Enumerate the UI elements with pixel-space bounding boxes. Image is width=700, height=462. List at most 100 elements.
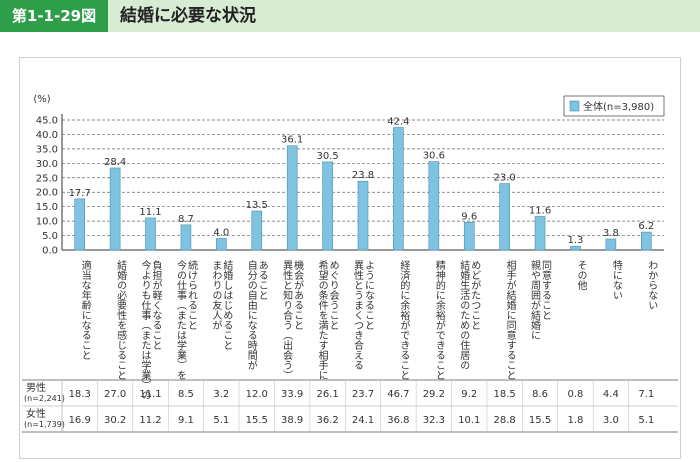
category-label: 異性とうまくつき合える bbox=[352, 260, 364, 370]
table-cell: 46.7 bbox=[387, 389, 409, 400]
category-label: 同意すること bbox=[540, 260, 552, 320]
bar-value-label: 23.8 bbox=[352, 170, 374, 181]
y-tick-label: 15.0 bbox=[36, 202, 58, 213]
category-label: 結婚しはじめること bbox=[221, 259, 233, 350]
bar-value-label: 9.6 bbox=[461, 211, 477, 222]
bar-chart: (%) 0.0 5.0 10.0 15.0 20.0 25.0 30.0 35.0 40.0 45.… bbox=[22, 94, 678, 433]
table-cell: 27.0 bbox=[104, 389, 126, 400]
figure-header: 第1-1-29図 結婚に必要な状況 bbox=[0, 0, 700, 32]
bar-value-label: 11.6 bbox=[529, 205, 551, 216]
category-label: ようになること bbox=[363, 260, 374, 330]
table-cell: 33.9 bbox=[281, 389, 303, 400]
bar bbox=[286, 145, 298, 251]
table-row-sublabel: (n=2,241) bbox=[24, 394, 65, 403]
category-label: 今の仕事（または学業）を bbox=[174, 259, 186, 380]
table-cell: 3.2 bbox=[213, 389, 229, 400]
category-label: その他 bbox=[575, 260, 587, 291]
bar bbox=[499, 183, 510, 251]
category-label: 特にない bbox=[610, 260, 622, 300]
category-label: まわりの友人が bbox=[210, 260, 222, 330]
table-cell: 0.8 bbox=[568, 389, 584, 400]
table-cell: 12.0 bbox=[246, 389, 268, 400]
table-cell: 9.2 bbox=[461, 389, 477, 400]
bar-value-label: 17.7 bbox=[69, 188, 91, 199]
bar bbox=[428, 161, 440, 251]
table-row-label: 男性 bbox=[26, 381, 46, 394]
category-label: めどがたつこと bbox=[469, 260, 481, 330]
bar bbox=[640, 231, 652, 251]
category-label: 機会があること bbox=[292, 259, 304, 330]
category-label: 自分の自由になる時間が bbox=[245, 259, 257, 370]
bar-value-label: 28.4 bbox=[104, 157, 126, 168]
bar bbox=[216, 238, 227, 251]
legend-box bbox=[563, 95, 665, 117]
table-cell: 9.1 bbox=[178, 415, 194, 426]
table-cell: 5.1 bbox=[638, 415, 654, 426]
category-label: 結婚の必要性を感じること bbox=[115, 259, 127, 380]
bar-value-label: 11.1 bbox=[139, 207, 161, 218]
table-cell: 29.2 bbox=[423, 389, 445, 400]
table-cell: 28.8 bbox=[494, 415, 516, 426]
table-cell: 16.9 bbox=[69, 415, 91, 426]
bar-value-label: 3.8 bbox=[603, 228, 619, 239]
table-cell: 24.1 bbox=[352, 415, 374, 426]
category-label: 相手が結婚に同意すること bbox=[504, 259, 516, 380]
table-cell: 8.5 bbox=[178, 389, 194, 400]
category-label: わからない bbox=[646, 260, 658, 310]
bar bbox=[534, 216, 546, 251]
bar bbox=[357, 180, 369, 251]
bar-value-label: 4.0 bbox=[213, 227, 229, 238]
bar-value-label: 13.5 bbox=[246, 200, 268, 211]
category-label: 希望の条件を満たす相手に bbox=[316, 259, 328, 380]
table-cell: 1.8 bbox=[568, 415, 584, 426]
y-axis-unit: (%) bbox=[33, 94, 50, 105]
category-label: 異性と知り合う（出会う） bbox=[281, 260, 293, 380]
table-cell: 18.5 bbox=[494, 389, 516, 400]
table-cell: 26.1 bbox=[316, 389, 338, 400]
category-label: 親や周囲が結婚に bbox=[529, 259, 541, 340]
bar bbox=[180, 224, 192, 251]
table-row-label: 女性 bbox=[26, 407, 46, 420]
bar bbox=[251, 210, 263, 251]
figure-label: 第1-1-29図 bbox=[0, 0, 108, 32]
table-cell: 8.6 bbox=[532, 389, 548, 400]
table-cell: 11.2 bbox=[139, 415, 161, 426]
bar bbox=[109, 167, 121, 251]
bar-value-label: 8.7 bbox=[178, 214, 194, 225]
bar bbox=[463, 221, 475, 251]
category-label: あること bbox=[256, 260, 267, 300]
category-label: 今よりも仕事（または学業）の bbox=[139, 259, 151, 400]
bar bbox=[393, 127, 404, 251]
category-label: 負担が軽くなること bbox=[150, 260, 162, 350]
table-cell: 38.9 bbox=[281, 415, 303, 426]
category-label: 精神的に余裕ができること bbox=[433, 259, 445, 380]
category-label: 続けられること bbox=[185, 259, 197, 330]
bar-value-label: 6.2 bbox=[638, 221, 654, 232]
table-cell: 5.1 bbox=[213, 415, 229, 426]
bar-value-label: 1.3 bbox=[568, 235, 584, 246]
bar-value-label: 36.1 bbox=[281, 135, 303, 146]
table-cell: 15.5 bbox=[246, 415, 268, 426]
table-cell: 10.1 bbox=[458, 415, 480, 426]
category-label: 経済的に余裕ができること bbox=[398, 259, 410, 380]
y-tick-label: 45.0 bbox=[36, 116, 58, 127]
table-cell: 11.1 bbox=[139, 389, 161, 400]
table-cell: 36.2 bbox=[316, 415, 338, 426]
y-tick-label: 0.0 bbox=[42, 246, 58, 257]
table-cell: 23.7 bbox=[352, 389, 374, 400]
bar-value-label: 30.5 bbox=[316, 151, 338, 162]
table-cell: 7.1 bbox=[638, 389, 654, 400]
y-tick-label: 5.0 bbox=[42, 231, 58, 242]
table-cell: 30.2 bbox=[104, 415, 126, 426]
legend-label: 全体(n=3,980) bbox=[583, 100, 654, 113]
bar-value-label: 23.0 bbox=[494, 173, 516, 184]
category-label: めぐり会うこと bbox=[327, 260, 339, 330]
table-cell: 18.3 bbox=[69, 389, 91, 400]
bar bbox=[570, 245, 581, 251]
table-cell: 15.5 bbox=[529, 415, 551, 426]
table-cell: 32.3 bbox=[423, 415, 445, 426]
bar-value-label: 42.4 bbox=[387, 117, 409, 128]
y-tick-label: 10.0 bbox=[36, 217, 58, 228]
bar-value-label: 30.6 bbox=[423, 151, 445, 162]
table-cell: 4.4 bbox=[603, 389, 619, 400]
